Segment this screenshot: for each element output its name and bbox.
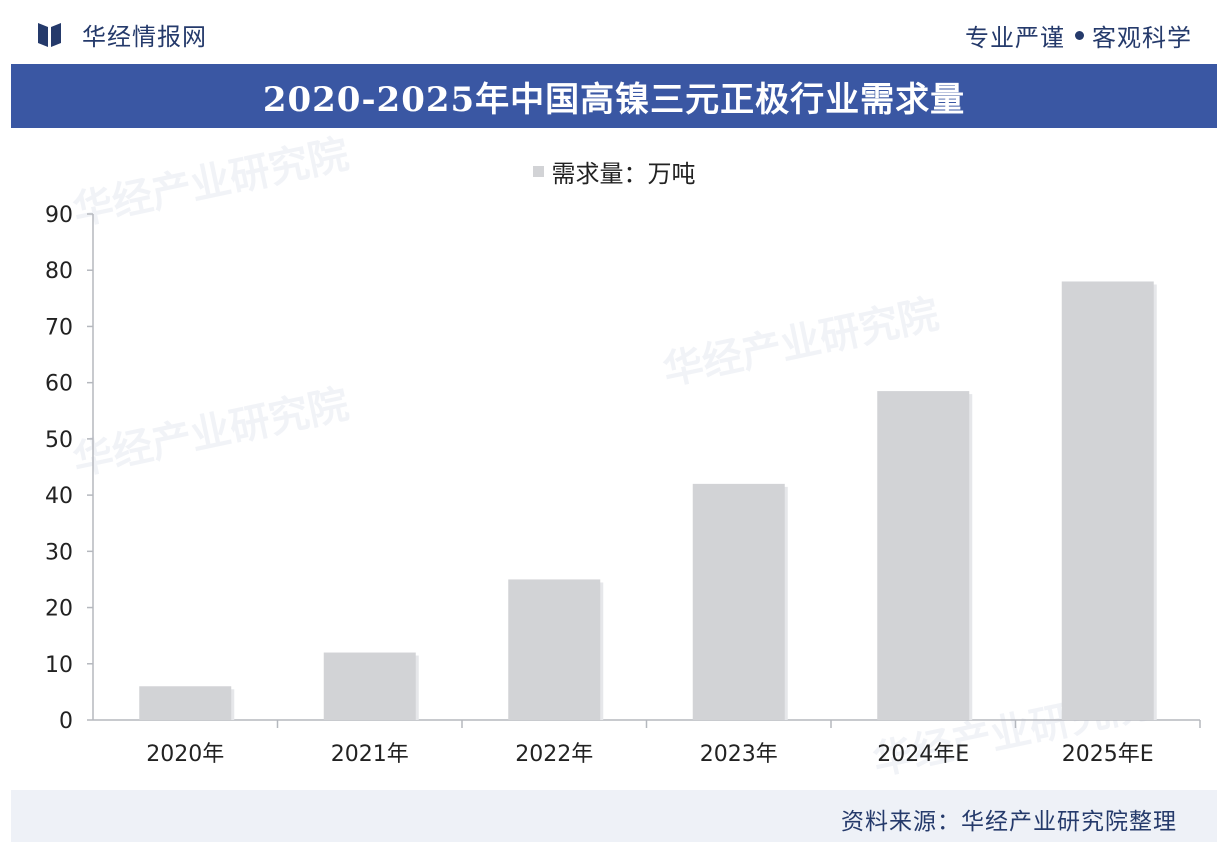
y-tick-label: 20 — [45, 597, 73, 622]
y-tick-label: 40 — [45, 484, 73, 509]
x-tick-label: 2023年 — [700, 742, 778, 767]
slogan: 专业严谨 客观科学 — [965, 18, 1192, 53]
title-bar: 2020-2025年中国高镍三元正极行业需求量 — [11, 64, 1217, 128]
top-bar: 华经情报网 专业严谨 客观科学 — [0, 0, 1228, 62]
slogan-left: 专业严谨 — [965, 24, 1065, 52]
y-tick-label: 90 — [45, 203, 73, 228]
y-tick-label: 0 — [59, 709, 73, 734]
y-tick-label: 30 — [45, 540, 73, 565]
y-tick-label: 80 — [45, 259, 73, 284]
slogan-right: 客观科学 — [1092, 24, 1192, 52]
brand-logo-icon — [38, 23, 61, 47]
x-tick-label: 2021年 — [331, 742, 409, 767]
bar — [692, 483, 785, 720]
bar — [508, 579, 601, 720]
brand-name: 华经情报网 — [82, 22, 207, 51]
x-tick-label: 2024年E — [877, 742, 969, 767]
brand: 华经情报网 — [38, 18, 207, 51]
y-tick-label: 60 — [45, 372, 73, 397]
chart-title: 2020-2025年中国高镍三元正极行业需求量 — [262, 79, 966, 120]
legend-label: 需求量：万吨 — [551, 160, 696, 188]
source-note: 资料来源：华经产业研究院整理 — [841, 809, 1177, 835]
y-tick-label: 50 — [45, 428, 73, 453]
y-tick-label: 10 — [45, 653, 73, 678]
bullet-dot-icon — [1075, 31, 1084, 40]
bar — [323, 652, 416, 720]
y-tick-label: 70 — [45, 315, 73, 340]
x-tick-label: 2025年E — [1062, 742, 1154, 767]
x-tick-label: 2020年 — [146, 742, 224, 767]
bar — [139, 686, 232, 720]
bar — [877, 391, 970, 720]
legend: 需求量：万吨 — [0, 154, 1228, 189]
legend-swatch — [532, 166, 544, 177]
x-tick-label: 2022年 — [515, 742, 593, 767]
bar — [1061, 281, 1154, 720]
footer: 资料来源：华经产业研究院整理 — [11, 790, 1217, 842]
